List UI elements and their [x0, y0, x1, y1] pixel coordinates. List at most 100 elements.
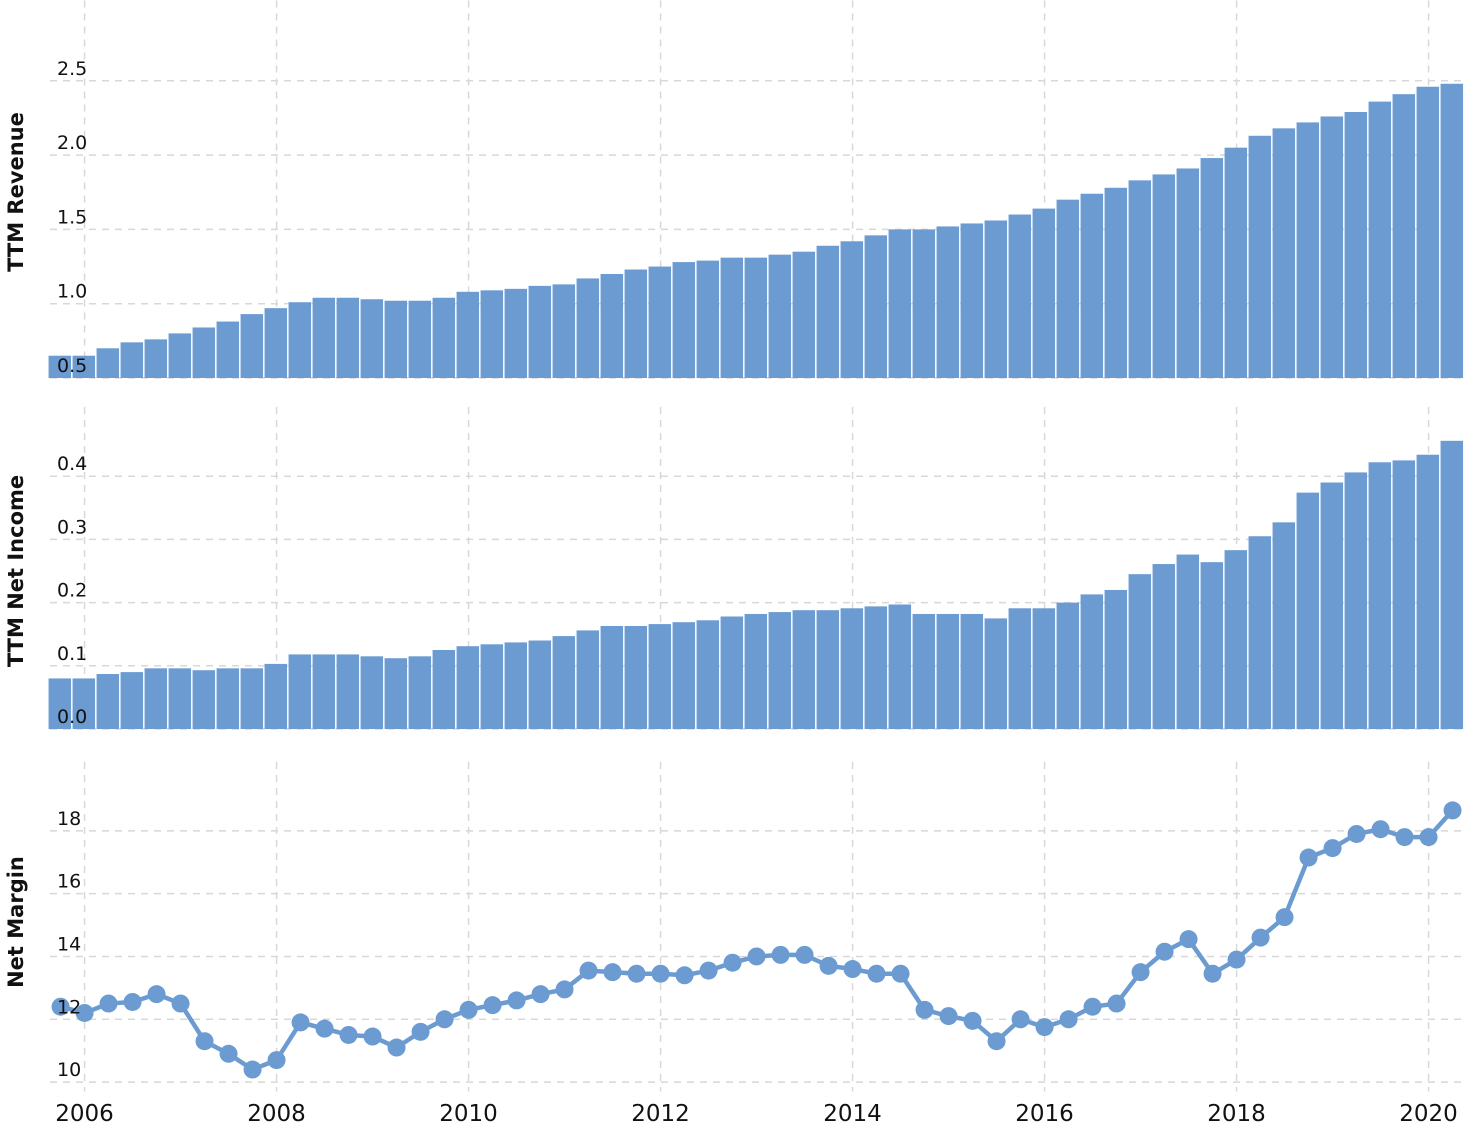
- bar: [648, 266, 672, 378]
- bar: [744, 613, 768, 729]
- bar: [480, 290, 504, 378]
- y-axis-label: TTM Net Income: [4, 475, 28, 667]
- y-tick-label: 0.2: [57, 580, 87, 602]
- point: [507, 991, 526, 1010]
- bar: [48, 678, 72, 729]
- bar: [1200, 562, 1224, 729]
- point: [123, 992, 142, 1011]
- bar: [336, 654, 360, 729]
- bar: [1344, 112, 1368, 379]
- bar: [1248, 135, 1272, 378]
- bar: [696, 260, 720, 378]
- bar: [264, 663, 288, 729]
- x-tick-label: 2006: [55, 1101, 114, 1127]
- bar: [864, 235, 888, 378]
- x-tick-label: 2020: [1399, 1101, 1458, 1127]
- bar: [168, 668, 192, 729]
- y-tick-label: 18: [57, 808, 81, 830]
- y-tick-label: 12: [57, 996, 81, 1018]
- point: [747, 947, 766, 966]
- point: [603, 963, 622, 982]
- point: [1251, 928, 1270, 947]
- point: [1107, 994, 1126, 1013]
- bar: [960, 613, 984, 729]
- bar: [72, 355, 96, 378]
- bar: [984, 618, 1008, 729]
- bar: [432, 297, 456, 378]
- bar: [840, 241, 864, 378]
- bar: [1200, 158, 1224, 378]
- bar: [912, 613, 936, 729]
- point: [219, 1044, 238, 1063]
- point: [819, 956, 838, 975]
- bar: [336, 297, 360, 378]
- y-tick-label: 2.0: [57, 132, 87, 154]
- point: [243, 1060, 262, 1079]
- x-tick-label: 2014: [823, 1101, 882, 1127]
- point: [867, 964, 886, 983]
- bar: [864, 606, 888, 729]
- bar: [1296, 122, 1320, 379]
- point: [267, 1051, 286, 1070]
- bar: [144, 668, 168, 729]
- marks: [48, 83, 1464, 379]
- point: [1131, 963, 1150, 982]
- y-tick-label: 16: [57, 871, 81, 893]
- bar: [624, 625, 648, 729]
- point: [1011, 1010, 1030, 1029]
- bar: [984, 220, 1008, 378]
- bar: [48, 355, 72, 378]
- point: [171, 994, 190, 1013]
- bar: [792, 251, 816, 378]
- bar: [1416, 454, 1440, 729]
- bar: [936, 226, 960, 378]
- bar: [888, 604, 912, 729]
- point: [1035, 1018, 1054, 1037]
- point: [1419, 828, 1438, 847]
- bar: [432, 650, 456, 729]
- bar: [1320, 482, 1344, 729]
- point: [555, 980, 574, 999]
- x-tick-label: 2018: [1207, 1101, 1266, 1127]
- point: [987, 1032, 1006, 1051]
- point: [1443, 801, 1462, 820]
- y-tick-label: 0.3: [57, 516, 87, 538]
- bar: [576, 630, 600, 729]
- bar: [288, 654, 312, 729]
- bar: [888, 229, 912, 378]
- bar: [720, 257, 744, 378]
- bar: [1392, 460, 1416, 729]
- bar: [1008, 608, 1032, 729]
- point: [891, 964, 910, 983]
- bar: [312, 654, 336, 729]
- point: [1179, 930, 1198, 949]
- bar: [768, 254, 792, 378]
- y-axis-label: Net Margin: [4, 856, 28, 988]
- bar: [672, 262, 696, 378]
- point: [699, 961, 718, 980]
- bar: [936, 613, 960, 729]
- point: [195, 1032, 214, 1051]
- bar: [1056, 199, 1080, 378]
- bar: [1152, 174, 1176, 378]
- labels: 2006 2008 2010 2012 2014 2016 2018 2020 10 12 14 16…: [4, 808, 1458, 1127]
- y-tick-label: 0.0: [57, 706, 87, 728]
- point: [147, 985, 166, 1004]
- point: [915, 1000, 934, 1019]
- point: [1155, 942, 1174, 961]
- y-tick-label: 2.5: [57, 58, 87, 80]
- bar: [960, 223, 984, 378]
- y-tick-label: 1.5: [57, 206, 87, 228]
- bar: [360, 656, 384, 729]
- point: [99, 994, 118, 1013]
- marks: [51, 801, 1462, 1079]
- point: [1059, 1010, 1078, 1029]
- bar: [240, 668, 264, 729]
- point: [531, 985, 550, 1004]
- bar: [840, 608, 864, 729]
- bar: [456, 646, 480, 729]
- bar: [552, 284, 576, 378]
- bar: [408, 656, 432, 729]
- bar: [912, 229, 936, 378]
